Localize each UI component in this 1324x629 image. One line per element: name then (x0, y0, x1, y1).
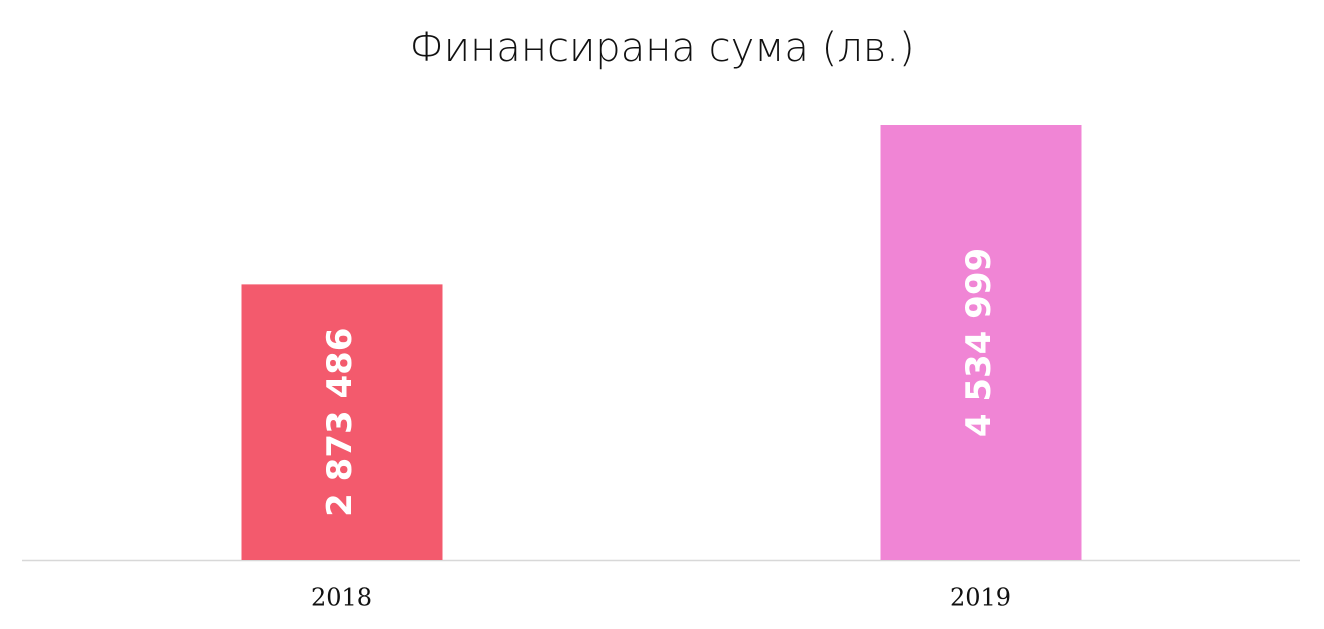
bar (880, 125, 1082, 560)
chart-title: Финансирана сума (лв.) (409, 25, 914, 71)
bar (241, 284, 443, 560)
x-tick-label: 2018 (311, 584, 372, 612)
value-label: 4 534 999 (959, 248, 999, 437)
value-label: 2 873 486 (320, 328, 360, 517)
x-tick-label: 2019 (950, 584, 1011, 612)
